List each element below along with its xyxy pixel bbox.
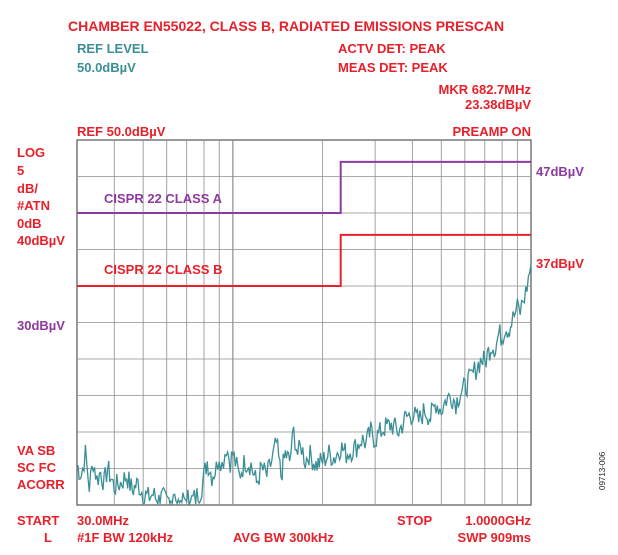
class-a-limit-line [77,160,531,214]
level-30-label: 30dBµV [17,318,65,333]
avg-bw-label: AVG BW 300kHz [233,530,334,545]
plot-grid [76,139,532,506]
start-frequency: 30.0MHz [77,513,130,528]
lower-line-3: ACORR [17,477,65,492]
class-a-label: CISPR 22 CLASS A [104,191,223,206]
marker-frequency: MKR 682.7MHz [438,82,531,97]
scale-line-3: dB/ [17,181,38,196]
level-47-label: 47dBµV [536,164,584,179]
scale-line-5: 0dB [17,216,42,231]
l-label: L [44,530,52,545]
emissions-trace [76,264,532,506]
class-b-limit-line [77,233,531,287]
limit-line-labels: CISPR 22 CLASS A CISPR 22 CLASS B [104,191,223,277]
scale-line-1: LOG [17,145,46,160]
stop-label: STOP [397,513,433,528]
chart-title: CHAMBER EN55022, CLASS B, RADIATED EMISS… [68,18,505,34]
meas-det: MEAS DET: PEAK [338,60,448,75]
scale-line-4: #ATN [17,198,50,213]
rbw-label: #1F BW 120kHz [77,530,174,545]
scale-line-2: 5 [17,163,25,178]
ref-level-value: 50.0dBµV [77,60,136,75]
level-40-label: 40dBµV [17,233,65,248]
ref-level-label: REF LEVEL [77,41,149,56]
lower-line-2: SC FC [17,460,56,475]
class-b-label: CISPR 22 CLASS B [104,262,222,277]
marker-level: 23.38dBµV [464,97,531,112]
preamp-label: PREAMP ON [452,124,532,139]
start-label: START [17,513,60,528]
actv-det: ACTV DET: PEAK [338,41,446,56]
sweep-label: SWP 909ms [457,530,531,545]
limit-lines [77,160,531,287]
stop-frequency: 1.0000GHz [465,513,531,528]
lower-line-1: VA SB [17,443,56,458]
level-37-label: 37dBµV [536,256,584,271]
ref-label: REF 50.0dBµV [77,124,166,139]
trace-layer [76,264,532,506]
figure-id: 09713-006 [598,451,607,490]
